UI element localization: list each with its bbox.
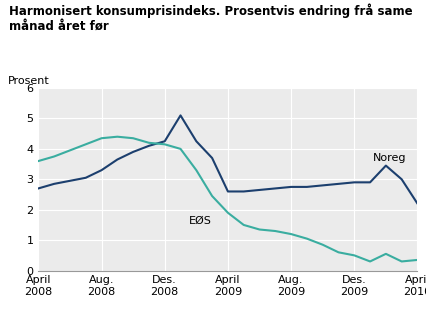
Text: EØS: EØS bbox=[188, 215, 211, 225]
Text: Harmonisert konsumprisindeks. Prosentvis endring frå same
månad året før: Harmonisert konsumprisindeks. Prosentvis… bbox=[9, 3, 412, 33]
Text: Noreg: Noreg bbox=[373, 153, 407, 163]
Text: Prosent: Prosent bbox=[8, 76, 50, 86]
